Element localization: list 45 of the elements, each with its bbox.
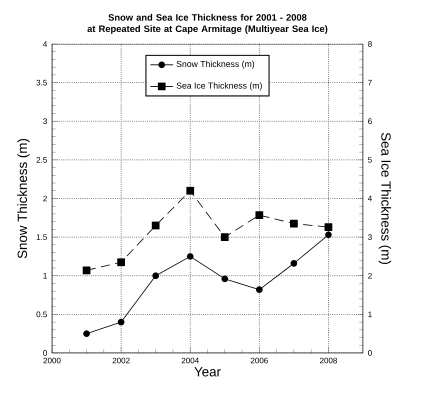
point (221, 276, 228, 282)
point (325, 231, 332, 238)
point (290, 260, 298, 267)
y2-tick-label: 6 (368, 118, 372, 124)
point (83, 330, 90, 338)
legend-label: Sea Ice Thickness (m) (176, 82, 262, 90)
y2-tick-label: 3 (368, 234, 372, 240)
y-tick-label: 4 (43, 41, 48, 47)
chart-title: Snow and Sea Ice Thickness for 2001 - 2008 at Repeated Site at Cape Armitage (Multiyear Sea Ice) (87, 14, 328, 34)
y2-tick-label: 4 (368, 196, 372, 202)
x-tick-label: 2006 (250, 358, 268, 364)
point (118, 318, 124, 326)
point (186, 253, 194, 260)
y-tick-label: 1.5 (36, 234, 47, 240)
point (256, 286, 263, 293)
y-tick-label: 0.5 (36, 312, 47, 318)
point (117, 258, 125, 266)
point (290, 220, 298, 228)
y-axis-title: Snow Thickness (m) (17, 138, 30, 258)
y-tick-label: 2 (43, 196, 47, 202)
legend-label: Snow Thickness (m) (176, 60, 254, 69)
point (220, 233, 229, 241)
x-tick-label: 2002 (112, 358, 130, 364)
x-tick-label: 2008 (320, 358, 337, 364)
y-tick-label: 1 (43, 272, 47, 278)
point (82, 266, 90, 274)
y2-tick-label: 5 (368, 157, 372, 163)
y-tick-label: 0 (43, 350, 47, 356)
y2-tick-label: 0 (368, 350, 372, 356)
y2-tick-label: 8 (368, 41, 372, 47)
x-axis-title: Year (194, 367, 221, 376)
y-tick-label: 2.5 (36, 157, 47, 163)
point (152, 222, 160, 230)
y2-tick-label: 7 (368, 80, 372, 86)
point (152, 272, 159, 280)
x-tick-label: 2000 (44, 358, 61, 364)
y2-axis-title: Sea Ice Thickness (m) (378, 132, 392, 264)
y-tick-label: 3 (43, 118, 47, 124)
y-tick-label: 3.5 (36, 80, 47, 86)
point (255, 211, 264, 219)
y2-tick-label: 2 (368, 272, 372, 279)
point (186, 186, 194, 195)
y2-tick-label: 1 (368, 312, 372, 318)
point (324, 223, 332, 231)
x-tick-label: 2004 (182, 358, 199, 364)
